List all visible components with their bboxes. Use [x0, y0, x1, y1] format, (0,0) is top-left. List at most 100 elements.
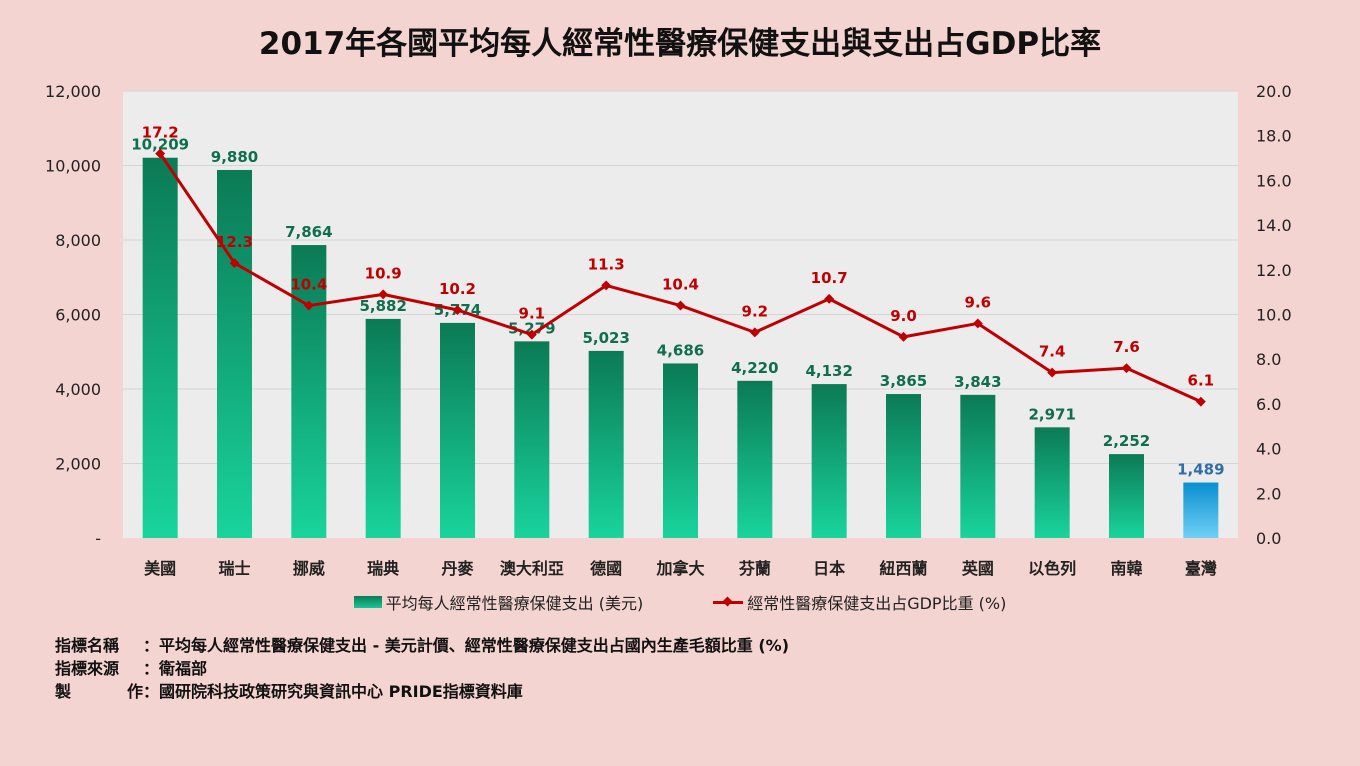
left-axis-tick-label: 8,000: [55, 231, 101, 250]
category-label: 瑞典: [367, 559, 399, 578]
left-axis: - 2,000 4,000 6,000 8,000 10,000 12,000: [45, 82, 101, 548]
bar-data-label: 1,489: [1177, 461, 1224, 479]
footnote-sep: ：: [143, 636, 160, 655]
legend-item-bar[interactable]: 平均每人經常性醫療保健支出 (美元): [353, 590, 644, 614]
category-label: 瑞士: [218, 559, 250, 578]
footnote-key: 製 作: [55, 680, 143, 703]
line-point: [972, 318, 983, 329]
bar: [1183, 482, 1219, 538]
bar-data-label: 10,209: [131, 136, 189, 154]
right-axis-tick-label: 2.0: [1256, 484, 1281, 503]
right-axis-tick-label: 14.0: [1256, 216, 1292, 235]
line-point: [601, 280, 612, 291]
line-point: [1047, 367, 1058, 378]
line-series: [155, 148, 1206, 407]
line-data-label: 11.3: [588, 255, 625, 273]
footnote-sep: ：: [143, 682, 160, 701]
legend-item-line[interactable]: 經常性醫療保健支出占GDP比重 (%): [713, 590, 1006, 614]
bar: [737, 380, 773, 538]
bar: [291, 245, 327, 539]
line-data-label: 7.4: [1039, 343, 1066, 361]
bar: [811, 384, 847, 538]
line-point: [1195, 396, 1206, 407]
category-label: 德國: [590, 559, 622, 578]
line-marker-icon: [713, 596, 744, 608]
bar: [514, 341, 550, 538]
line-point: [378, 289, 389, 300]
line-data-label: 10.2: [439, 280, 476, 298]
bar-data-labels: 10,2099,8807,8645,8825,7745,2795,0234,68…: [131, 136, 1224, 479]
footnote-key: 指標來源: [55, 659, 120, 678]
bar: [440, 322, 475, 538]
right-axis-tick-label: 0.0: [1256, 529, 1281, 548]
right-axis-tick-label: 20.0: [1256, 82, 1292, 101]
right-axis: 0.0 2.0 4.0 6.0 8.0 10.0 12.0 14.0 16.0 18.0 20.0: [1256, 82, 1292, 548]
left-axis-tick-label: 4,000: [55, 380, 101, 399]
line-data-label: 10.4: [662, 276, 699, 294]
bar: [142, 157, 178, 538]
left-axis-tick-label: 6,000: [55, 306, 101, 325]
bar: [886, 394, 921, 538]
bar-data-label: 4,132: [805, 362, 852, 380]
category-label: 紐西蘭: [879, 559, 927, 578]
line-point: [303, 300, 314, 311]
bar-data-label: 3,865: [880, 372, 927, 390]
footnotes: 指標名稱 ： 平均每人經常性醫療保健支出 - 美元計價、經常性醫療保健支出占國內…: [55, 634, 789, 703]
line-data-label: 10.4: [290, 276, 327, 294]
bar-series: [142, 157, 1219, 539]
line-data-label: 9.0: [890, 307, 917, 325]
left-axis-tick-label: 12,000: [45, 82, 101, 101]
bar: [663, 363, 698, 538]
category-axis: 美國 瑞士 挪威 瑞典 丹麥 澳大利亞 德國 加拿大 芬蘭 日本 紐西蘭 英國 以色列 南韓 臺灣: [144, 559, 1217, 578]
category-label: 澳大利亞: [500, 559, 564, 578]
bar-data-label: 3,843: [954, 373, 1001, 391]
legend-line-label: 經常性醫療保健支出占GDP比重 (%): [747, 594, 1007, 613]
bar: [1109, 454, 1144, 538]
category-label: 美國: [144, 559, 176, 578]
footnote-source: 指標來源 ： 衛福部: [55, 657, 789, 680]
footnote-value: 國研院科技政策研究與資訊中心 PRIDE指標資料庫: [159, 682, 523, 701]
category-label: 挪威: [293, 559, 325, 578]
bar-data-label: 4,686: [657, 341, 704, 359]
bar-data-label: 2,252: [1103, 432, 1150, 450]
line-point: [898, 331, 909, 342]
line-data-label: 9.2: [742, 302, 769, 320]
category-label: 以色列: [1028, 559, 1076, 578]
footnote-sep: ：: [143, 659, 160, 678]
right-axis-tick-label: 6.0: [1256, 395, 1281, 414]
line-point: [675, 300, 686, 311]
footnote-producer: 製 作 ： 國研院科技政策研究與資訊中心 PRIDE指標資料庫: [55, 680, 789, 703]
category-label: 英國: [961, 559, 994, 578]
footnote-value: 平均每人經常性醫療保健支出 - 美元計價、經常性醫療保健支出占國內生產毛額比重 …: [159, 636, 790, 655]
category-label: 加拿大: [655, 559, 704, 578]
line-point: [155, 148, 166, 159]
right-axis-tick-label: 18.0: [1256, 127, 1292, 146]
line-data-label: 10.9: [365, 264, 402, 282]
category-label: 芬蘭: [738, 559, 771, 578]
bar: [365, 318, 401, 538]
bar-data-label: 4,220: [731, 359, 778, 377]
bar-data-label: 2,971: [1028, 405, 1075, 423]
line-data-label: 7.6: [1113, 338, 1140, 356]
line-data-label: 9.6: [965, 293, 992, 311]
line-point: [824, 293, 835, 304]
left-axis-tick-label: 2,000: [55, 455, 101, 474]
legend-bar-label: 平均每人經常性醫療保健支出 (美元): [385, 594, 644, 613]
line-data-label: 9.1: [519, 305, 546, 323]
bar: [588, 350, 624, 538]
line-data-labels: 17.2 12.3 10.4 10.9 10.2 9.1 11.3 10.4 9.2 10.7 9.…: [142, 124, 1214, 390]
line-data-label: 6.1: [1188, 372, 1215, 390]
line-point: [749, 327, 760, 338]
footnote-indicator-name: 指標名稱 ： 平均每人經常性醫療保健支出 - 美元計價、經常性醫療保健支出占國內…: [55, 634, 789, 657]
left-axis-tick-label: -: [95, 529, 101, 548]
bar: [1034, 427, 1070, 538]
bar-data-label: 9,880: [211, 148, 258, 166]
bar-data-label: 5,279: [508, 319, 555, 337]
bar-data-label: 5,023: [582, 329, 629, 347]
category-label: 南韓: [1110, 559, 1142, 578]
footnote-key: 指標名稱: [55, 636, 120, 655]
line-data-label: 10.7: [811, 269, 848, 287]
category-label: 日本: [813, 559, 845, 578]
right-axis-tick-label: 10.0: [1256, 306, 1292, 325]
footnote-key-char: 作: [126, 682, 143, 701]
